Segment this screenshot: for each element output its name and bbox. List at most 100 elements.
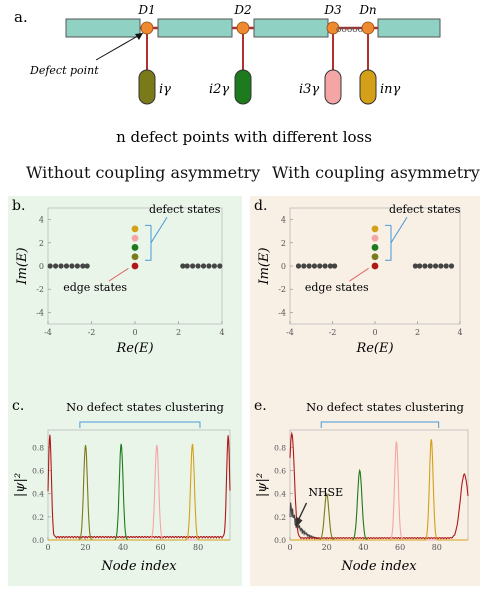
defect-point-arrow	[95, 32, 144, 61]
series-line	[290, 468, 468, 541]
defect-point-label: Defect point	[29, 64, 99, 77]
defect-bracket	[145, 224, 152, 261]
defect-state-point	[131, 225, 139, 233]
bulk-state-point	[211, 263, 217, 269]
x-tick-label: 0	[372, 328, 377, 337]
y-tick-label: 2	[39, 239, 44, 248]
series-line	[290, 439, 468, 541]
defect-label: Dn	[358, 3, 376, 17]
bulk-state-point	[306, 263, 312, 269]
x-tick-label: 80	[432, 543, 442, 552]
bulk-state-point	[217, 263, 223, 269]
edge-state-point	[131, 262, 139, 270]
x-tick-label: -4	[286, 328, 294, 337]
defect-label: D2	[233, 3, 251, 17]
bulk-state-point	[327, 263, 333, 269]
x-tick-label: -2	[88, 328, 96, 337]
y-tick-label: 0.0	[274, 536, 286, 545]
bulk-state-point	[69, 263, 75, 269]
y-tick-label: 0.2	[274, 513, 286, 522]
clustering-bracket	[79, 421, 201, 428]
y-tick-label: -4	[36, 308, 44, 317]
x-tick-label: 20	[322, 543, 332, 552]
series-line	[290, 492, 468, 541]
bulk-state-point	[195, 263, 201, 269]
panel-letter: b.	[12, 198, 25, 214]
y-axis-label: |ψ|²	[255, 473, 270, 497]
y-axis-label: Im(E)	[257, 247, 272, 285]
y-tick-label: 0.6	[32, 467, 44, 476]
defect-pointer	[150, 217, 168, 244]
defect-state-point	[131, 253, 139, 261]
y-tick-label: 0.8	[274, 443, 286, 452]
chart-e: 0 20 40 60 80 0.0 0.2 0.4 0.6 0.8 Node index |ψ|² No…	[254, 398, 469, 574]
chart-c: 0 20 40 60 80 0.0 0.2 0.4 0.6 0.8 Node index |ψ|² No…	[12, 398, 231, 574]
x-tick-label: 40	[358, 543, 368, 552]
bulk-state-point	[80, 263, 86, 269]
x-tick-label: 60	[395, 543, 405, 552]
chart-b: -4 -2 0 2 4 -4 -2 0 2 4 Re(E) Im(E) defect states edg…	[12, 198, 225, 356]
y-tick-label: -4	[278, 308, 286, 317]
bulk-state-point	[448, 263, 455, 269]
bulk-state-point	[53, 263, 59, 269]
bulk-state-point	[443, 263, 449, 269]
bulk-state-point	[427, 263, 433, 269]
x-tick-label: 0	[287, 543, 292, 552]
defect-state-point	[371, 225, 379, 233]
panel-a-letter: a.	[14, 8, 28, 26]
edge-pointer	[108, 267, 129, 282]
y-tick-label: -2	[36, 285, 44, 294]
nhse-label: NHSE	[308, 486, 343, 499]
loss-element	[138, 69, 156, 105]
bulk-state-point	[200, 263, 207, 269]
defect-pointer	[390, 217, 408, 244]
defect-state-point	[371, 234, 379, 242]
loss-element	[234, 69, 252, 105]
x-tick-label: -4	[44, 328, 52, 337]
bulk-state-point	[74, 263, 80, 269]
defect-states-label: defect states	[389, 203, 461, 216]
plot-frame	[47, 429, 231, 541]
x-tick-label: 2	[176, 328, 181, 337]
nhse-arrowhead	[295, 516, 303, 529]
loss-label: inγ	[380, 82, 401, 97]
defect-state-point	[131, 244, 139, 251]
bulk-state-point	[190, 263, 196, 269]
x-tick-label: -2	[329, 328, 337, 337]
series-line	[48, 445, 230, 541]
y-tick-label: 0.4	[274, 490, 286, 499]
panel-letter: e.	[254, 398, 267, 414]
panel-a-schematic: a. D1 iγ D2 i2γ D3 i3γ Dn inγ ooooo Defect poin…	[14, 3, 441, 146]
bulk-state-point	[422, 263, 428, 269]
defect-node	[326, 21, 340, 35]
y-tick-label: 0.2	[32, 513, 44, 522]
panel-a-caption: n defect points with different loss	[116, 128, 372, 146]
bulk-state-point	[412, 263, 418, 269]
edge-states-label: edge states	[305, 281, 369, 294]
defect-node	[361, 21, 375, 35]
defect-node	[236, 21, 250, 35]
bulk-state-point	[84, 263, 90, 269]
bulk-state-point	[301, 263, 307, 269]
panel-letter: c.	[12, 398, 24, 414]
bulk-state-point	[295, 263, 302, 269]
series-line	[289, 431, 469, 540]
y-axis-label: Im(E)	[15, 247, 30, 285]
y-axis-label: |ψ|²	[13, 473, 28, 497]
plot-frame	[289, 429, 469, 541]
x-tick-label: 0	[45, 543, 50, 552]
loss-label: iγ	[159, 82, 171, 97]
edge-state-point	[371, 262, 379, 270]
y-tick-label: 4	[281, 216, 286, 225]
bulk-state-point	[184, 263, 190, 269]
right-column-bg	[250, 196, 480, 586]
bulk-state-point	[311, 263, 318, 269]
loss-element	[359, 69, 377, 105]
x-tick-label: 4	[457, 328, 462, 337]
bulk-state-point	[432, 263, 439, 269]
edge-pointer	[349, 267, 369, 282]
series-line	[48, 443, 230, 541]
chart-d: -4 -2 0 2 4 -4 -2 0 2 4 Re(E) Im(E) defect states edg…	[254, 198, 463, 356]
series-line	[48, 443, 230, 541]
defect-label: D3	[323, 3, 342, 17]
